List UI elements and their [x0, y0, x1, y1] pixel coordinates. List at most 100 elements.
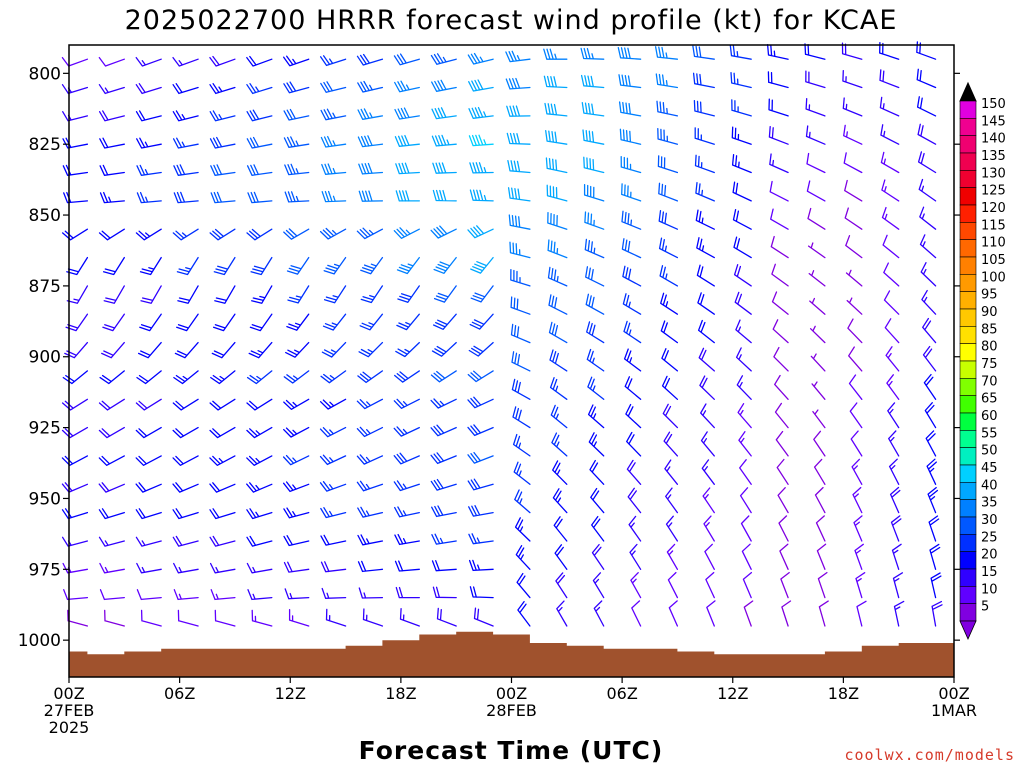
wind-barb-path: [319, 398, 347, 410]
wind-barb: [433, 256, 457, 274]
wind-barb-path: [247, 191, 273, 204]
wind-barb: [174, 341, 199, 359]
wind-barb: [770, 235, 789, 259]
wind-barb-path: [660, 320, 679, 344]
wind-barb: [845, 235, 863, 259]
wind-barb: [432, 189, 457, 202]
wind-barb: [320, 81, 347, 93]
wind-barb-path: [431, 533, 457, 545]
wind-barb-path: [469, 162, 494, 174]
wind-barb-path: [809, 297, 826, 315]
wind-barb-path: [696, 237, 715, 259]
wind-barb-path: [740, 515, 752, 542]
wind-barb: [806, 180, 826, 202]
wind-barb-path: [743, 600, 754, 627]
wind-barb: [135, 426, 162, 439]
colorbar-label: 55: [981, 426, 998, 441]
wind-barb: [928, 515, 940, 542]
wind-barb: [320, 370, 347, 384]
wind-barb: [543, 48, 568, 60]
wind-barb: [393, 452, 420, 465]
wind-barb: [851, 458, 863, 485]
colorbar-swatch: [959, 568, 977, 587]
wind-barb: [467, 451, 494, 464]
wind-barb: [172, 228, 199, 241]
wind-barb-path: [357, 80, 384, 93]
wind-barb: [556, 600, 568, 627]
wind-barb-path: [780, 571, 790, 599]
wind-barb: [357, 135, 384, 148]
colorbar-label: 95: [981, 288, 998, 303]
wind-barb: [924, 402, 937, 429]
wind-barb-path: [852, 486, 863, 514]
wind-barb-path: [320, 370, 347, 384]
colorbar-label: 100: [981, 270, 1006, 285]
wind-barb: [769, 180, 789, 202]
wind-barb: [246, 109, 273, 122]
wind-barb: [209, 136, 236, 149]
wind-barb: [135, 482, 162, 493]
wind-barb-path: [467, 478, 494, 491]
x-tick-label: 12Z: [717, 684, 748, 703]
wind-barb-path: [628, 515, 642, 542]
y-tick-label: 900: [29, 348, 61, 368]
wind-barb-path: [468, 341, 494, 357]
wind-barb-path: [695, 182, 715, 202]
wind-barb: [657, 155, 679, 174]
wind-barb: [514, 517, 531, 542]
wind-barb-path: [98, 228, 125, 241]
wind-barb: [665, 487, 679, 514]
wind-barb: [103, 285, 125, 304]
wind-barb: [209, 562, 236, 574]
wind-barb-path: [320, 534, 347, 546]
wind-barb: [246, 370, 273, 385]
wind-barb: [552, 460, 568, 485]
wind-barb-path: [64, 341, 89, 359]
wind-barb: [628, 515, 642, 542]
colorbar-label: 15: [981, 565, 998, 580]
wind-barb-path: [890, 515, 902, 542]
wind-barb-path: [703, 515, 715, 542]
wind-barb: [284, 191, 310, 203]
wind-barb: [811, 381, 826, 400]
wind-barb: [176, 256, 199, 276]
wind-barb-path: [172, 137, 199, 149]
wind-barb-path: [321, 587, 347, 599]
wind-barb-path: [917, 123, 937, 145]
wind-barb: [99, 370, 125, 385]
wind-barb-path: [742, 571, 753, 599]
wind-barb-path: [467, 52, 494, 65]
wind-barb: [288, 609, 310, 627]
wind-barb-path: [176, 256, 199, 276]
wind-barb-path: [135, 536, 162, 547]
wind-barb: [430, 424, 457, 437]
wind-barb: [172, 56, 199, 67]
wind-barb: [735, 319, 752, 344]
wind-barb-path: [658, 182, 679, 202]
wind-barb-path: [809, 325, 826, 344]
wind-barb-path: [844, 207, 863, 230]
wind-barb-path: [283, 228, 310, 240]
wind-barb-path: [136, 164, 162, 176]
wind-barb-path: [360, 256, 384, 275]
wind-barb-path: [766, 43, 789, 60]
wind-barb-path: [210, 191, 236, 204]
wind-barb-path: [657, 155, 679, 174]
wind-barb: [509, 241, 531, 259]
wind-barb-path: [319, 481, 347, 492]
wind-barb: [774, 374, 789, 400]
wind-barb-path: [135, 56, 162, 67]
wind-barb: [890, 515, 902, 542]
wind-barb-path: [916, 96, 937, 117]
wind-barb: [772, 319, 789, 344]
colorbar-swatch: [959, 152, 977, 171]
wind-barb: [468, 79, 494, 92]
wind-barb-path: [516, 572, 531, 599]
wind-barb: [853, 515, 863, 542]
wind-barb: [698, 347, 715, 372]
wind-barb-path: [806, 180, 826, 202]
wind-barb: [283, 561, 310, 573]
wind-barb-path: [284, 191, 310, 203]
wind-barb-path: [922, 345, 937, 372]
wind-barb: [172, 455, 199, 466]
